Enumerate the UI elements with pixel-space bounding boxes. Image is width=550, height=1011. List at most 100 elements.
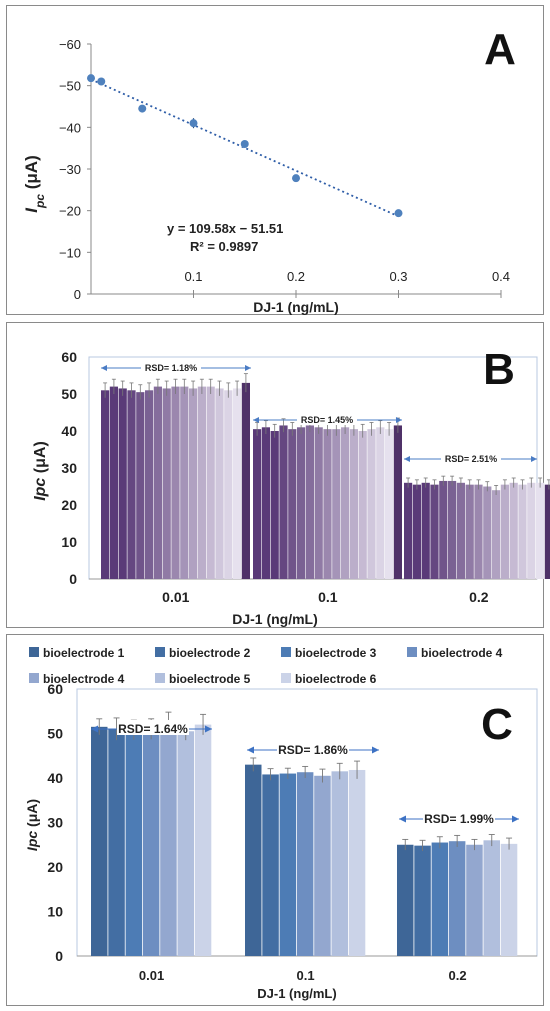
bar bbox=[224, 390, 233, 579]
bar bbox=[483, 486, 492, 579]
y-tick-label: −30 bbox=[59, 162, 81, 177]
x-tick-label: 0.2 bbox=[287, 269, 305, 284]
bar bbox=[414, 845, 431, 956]
x-tick-label: 0.1 bbox=[297, 968, 315, 983]
x-tick-label: 0.2 bbox=[469, 589, 489, 605]
legend-label: bioelectrode 2 bbox=[169, 646, 251, 660]
legend-swatch bbox=[155, 647, 165, 657]
bar bbox=[456, 482, 465, 579]
bar bbox=[241, 382, 250, 579]
bar bbox=[194, 724, 212, 956]
x-tick-label: 0.1 bbox=[184, 269, 202, 284]
x-tick-label: 0.4 bbox=[492, 269, 510, 284]
arrow-head bbox=[399, 815, 406, 823]
data-point bbox=[292, 174, 300, 183]
rsd-label-bg bbox=[441, 452, 501, 464]
bar bbox=[261, 427, 270, 579]
bar bbox=[253, 429, 262, 579]
bar bbox=[91, 726, 108, 956]
bar bbox=[448, 841, 466, 956]
y-tick-label: 40 bbox=[47, 770, 63, 786]
y-axis-title: Ipc (μA) bbox=[32, 441, 49, 501]
legend-label: bioelectrode 4 bbox=[43, 672, 125, 686]
bar bbox=[349, 429, 358, 579]
arrow-head bbox=[253, 417, 259, 423]
panel-b: 0 10 20 30 40 50 60 0.01 0.1 0.2 RSD= 1.18% RSD= 1.… bbox=[6, 322, 550, 628]
y-tick-label: 0 bbox=[55, 948, 63, 964]
bar bbox=[348, 769, 366, 956]
bar bbox=[500, 484, 509, 579]
x-axis-title: DJ-1 (ng/mL) bbox=[253, 299, 339, 315]
bar bbox=[279, 425, 288, 579]
legend-label: bioelectrode 1 bbox=[43, 646, 125, 660]
y-title-main: Ipc bbox=[24, 831, 40, 851]
rsd-label: RSD= 1.64% bbox=[118, 722, 188, 736]
arrow-head bbox=[372, 746, 379, 754]
data-point bbox=[138, 104, 147, 113]
x-axis-title: DJ-1 (ng/mL) bbox=[257, 986, 336, 1001]
bar bbox=[189, 388, 198, 579]
panel-letter: C bbox=[481, 700, 513, 749]
y-tick-label: 30 bbox=[61, 460, 77, 476]
arrow-head bbox=[91, 725, 98, 733]
legend-swatch bbox=[155, 673, 165, 683]
data-point bbox=[240, 140, 249, 148]
y-tick-label: 20 bbox=[47, 859, 63, 875]
chart-c-svg: bioelectrode 1 bioelectrode 2 bioelectrode… bbox=[24, 646, 538, 1001]
rsd-label: RSD= 1.45% bbox=[301, 415, 353, 425]
y-title-main: Ipc bbox=[32, 478, 49, 501]
legend-swatch bbox=[29, 647, 39, 657]
bar bbox=[145, 390, 154, 579]
bar bbox=[233, 388, 242, 579]
bar bbox=[296, 772, 314, 956]
bar bbox=[376, 427, 385, 579]
y-axis-title: Ipc (μA) bbox=[22, 155, 47, 212]
equation-text: y = 109.58x − 51.51 bbox=[167, 221, 283, 236]
bar bbox=[397, 844, 414, 956]
legend-label: bioelectrode 5 bbox=[169, 672, 251, 686]
y-tick-label: 40 bbox=[61, 423, 77, 439]
bar bbox=[367, 429, 376, 579]
bar bbox=[492, 490, 501, 579]
data-point bbox=[87, 74, 95, 83]
bar bbox=[297, 427, 306, 579]
rsd-label-bg bbox=[117, 720, 189, 735]
bar bbox=[439, 480, 448, 579]
legend-label: bioelectrode 6 bbox=[295, 672, 377, 686]
y-tick-label: 10 bbox=[61, 534, 77, 550]
data-point bbox=[394, 209, 403, 218]
bar bbox=[125, 729, 143, 956]
bar bbox=[527, 482, 536, 579]
rsd-label-bg bbox=[141, 361, 201, 373]
arrow-head bbox=[101, 365, 107, 371]
bar bbox=[536, 482, 545, 579]
bar bbox=[245, 764, 262, 956]
legend-label: bioelectrode 4 bbox=[421, 646, 503, 660]
bar bbox=[160, 720, 177, 956]
r-squared-text: R² = 0.9897 bbox=[190, 239, 258, 254]
y-tick-label: −10 bbox=[59, 245, 81, 260]
bar bbox=[118, 388, 127, 579]
arrow-head bbox=[512, 815, 519, 823]
bar bbox=[215, 388, 224, 579]
bar bbox=[341, 427, 350, 579]
arrow-head bbox=[531, 456, 537, 462]
rsd-label: RSD= 1.86% bbox=[278, 743, 348, 757]
arrow-head bbox=[404, 456, 410, 462]
panel-c: bioelectrode 1 bioelectrode 2 bioelectrode… bbox=[6, 634, 544, 1006]
x-tick-label: 0.01 bbox=[162, 589, 189, 605]
bar bbox=[358, 431, 367, 579]
y-tick-label: 60 bbox=[47, 681, 63, 697]
y-tick-label: −40 bbox=[59, 120, 81, 135]
bar bbox=[465, 484, 474, 579]
bar bbox=[180, 386, 189, 579]
y-tick-label: 10 bbox=[47, 904, 63, 920]
data-point bbox=[97, 77, 106, 86]
y-tick-label: 30 bbox=[47, 815, 63, 831]
rsd-label-bg bbox=[423, 810, 495, 825]
bar bbox=[323, 429, 332, 579]
bar bbox=[162, 388, 171, 579]
y-tick-label: 20 bbox=[61, 497, 77, 513]
y-axis-title: Ipc (μA) bbox=[24, 799, 40, 851]
x-axis-title: DJ-1 (ng/mL) bbox=[232, 611, 318, 627]
